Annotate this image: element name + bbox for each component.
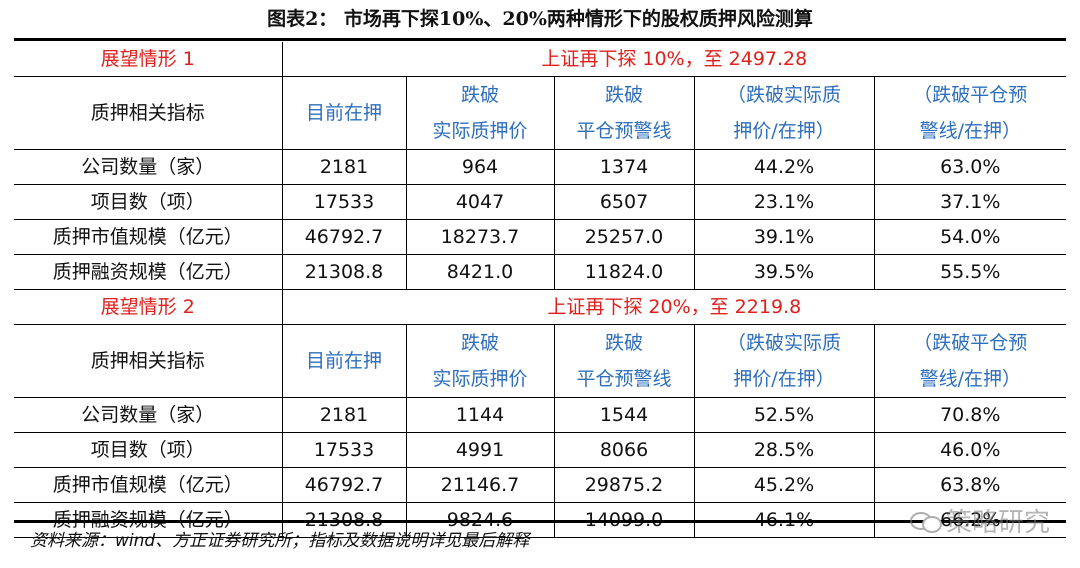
scenario-label: 展望情形 1	[14, 42, 283, 77]
header-ratio-warning: （跌破平仓预 警线/在押）	[873, 324, 1067, 398]
header-break-price: 跌破 实际质押价	[405, 324, 555, 398]
header-ratio-price: （跌破实际质 押价/在押）	[693, 324, 875, 398]
row-label: 公司数量（家）	[14, 397, 283, 433]
cell: 45.2%	[693, 467, 875, 503]
cell: 44.2%	[693, 149, 875, 185]
table-row: 公司数量（家） 2181 1144 1544 52.5% 70.8%	[14, 397, 1067, 433]
table-row: 质押市值规模（亿元） 46792.7 18273.7 25257.0 39.1%…	[14, 219, 1067, 255]
scenario-title: 上证再下探 20%，至 2219.8	[281, 289, 1067, 325]
cell: 21146.7	[405, 467, 555, 503]
table-row: 项目数（项） 17533 4991 8066 28.5% 46.0%	[14, 432, 1067, 468]
header-ratio-price: （跌破实际质 押价/在押）	[693, 76, 875, 150]
cell: 1374	[553, 149, 695, 185]
cell: 8421.0	[405, 254, 555, 290]
cell: 18273.7	[405, 219, 555, 255]
row-label: 公司数量（家）	[14, 149, 283, 185]
cell: 63.0%	[873, 149, 1067, 185]
cell: 2181	[281, 397, 407, 433]
scenario-row: 展望情形 2 上证再下探 20%，至 2219.8	[14, 289, 1067, 325]
cell: 17533	[281, 432, 407, 468]
cell: 46792.7	[281, 219, 407, 255]
cell: 37.1%	[873, 184, 1067, 220]
row-label: 质押融资规模（亿元）	[14, 254, 283, 290]
watermark-text: 策略研究	[945, 508, 1050, 538]
header-break-price: 跌破 实际质押价	[405, 76, 555, 150]
cell: 46.0%	[873, 432, 1067, 468]
header-row: 质押相关指标 目前在押 跌破 实际质押价 跌破 平仓预警线 （跌破实际质 押价/在押）…	[14, 324, 1067, 398]
cell: 55.5%	[873, 254, 1067, 290]
scenario-row: 展望情形 1 上证再下探 10%，至 2497.28	[14, 42, 1067, 77]
row-label: 质押市值规模（亿元）	[14, 467, 283, 503]
scenario-title: 上证再下探 10%，至 2497.28	[281, 42, 1067, 77]
cell: 63.8%	[873, 467, 1067, 503]
table-row: 质押融资规模（亿元） 21308.8 8421.0 11824.0 39.5% …	[14, 254, 1067, 290]
cell: 4047	[405, 184, 555, 220]
row-label: 项目数（项）	[14, 184, 283, 220]
cell: 54.0%	[873, 219, 1067, 255]
cell: 39.1%	[693, 219, 875, 255]
cell: 21308.8	[281, 254, 407, 290]
header-current: 目前在押	[281, 76, 407, 150]
top-rule	[14, 38, 1066, 41]
cell: 8066	[553, 432, 695, 468]
header-metric: 质押相关指标	[14, 76, 283, 150]
figure-title: 图表2： 市场再下探10%、20%两种情形下的股权质押风险测算	[267, 8, 813, 30]
cell: 1144	[405, 397, 555, 433]
cell: 46792.7	[281, 467, 407, 503]
bottom-rule	[14, 520, 1066, 523]
source-note: 资料来源：wind、方正证券研究所；指标及数据说明详见最后解释	[30, 531, 530, 551]
cell: 29875.2	[553, 467, 695, 503]
cell: 964	[405, 149, 555, 185]
wechat-icon	[909, 510, 942, 533]
header-break-warning: 跌破 平仓预警线	[553, 76, 695, 150]
cell: 4991	[405, 432, 555, 468]
cell: 23.1%	[693, 184, 875, 220]
table-row: 质押市值规模（亿元） 46792.7 21146.7 29875.2 45.2%…	[14, 467, 1067, 503]
cell: 28.5%	[693, 432, 875, 468]
watermark: 策略研究	[909, 502, 1050, 539]
header-ratio-warning: （跌破平仓预 警线/在押）	[873, 76, 1067, 150]
cell: 1544	[553, 397, 695, 433]
row-label: 项目数（项）	[14, 432, 283, 468]
cell: 52.5%	[693, 397, 875, 433]
cell: 6507	[553, 184, 695, 220]
cell: 2181	[281, 149, 407, 185]
row-label: 质押市值规模（亿元）	[14, 219, 283, 255]
header-row: 质押相关指标 目前在押 跌破 实际质押价 跌破 平仓预警线 （跌破实际质 押价/在押）…	[14, 76, 1067, 150]
table-row: 公司数量（家） 2181 964 1374 44.2% 63.0%	[14, 149, 1067, 185]
table-row: 项目数（项） 17533 4047 6507 23.1% 37.1%	[14, 184, 1067, 220]
header-metric: 质押相关指标	[14, 324, 283, 398]
cell: 17533	[281, 184, 407, 220]
pledge-risk-table: 展望情形 1 上证再下探 10%，至 2497.28 质押相关指标 目前在押 跌…	[14, 42, 1067, 538]
header-break-warning: 跌破 平仓预警线	[553, 324, 695, 398]
cell: 25257.0	[553, 219, 695, 255]
cell: 70.8%	[873, 397, 1067, 433]
scenario-label: 展望情形 2	[14, 289, 283, 325]
header-current: 目前在押	[281, 324, 407, 398]
cell: 11824.0	[553, 254, 695, 290]
cell: 39.5%	[693, 254, 875, 290]
